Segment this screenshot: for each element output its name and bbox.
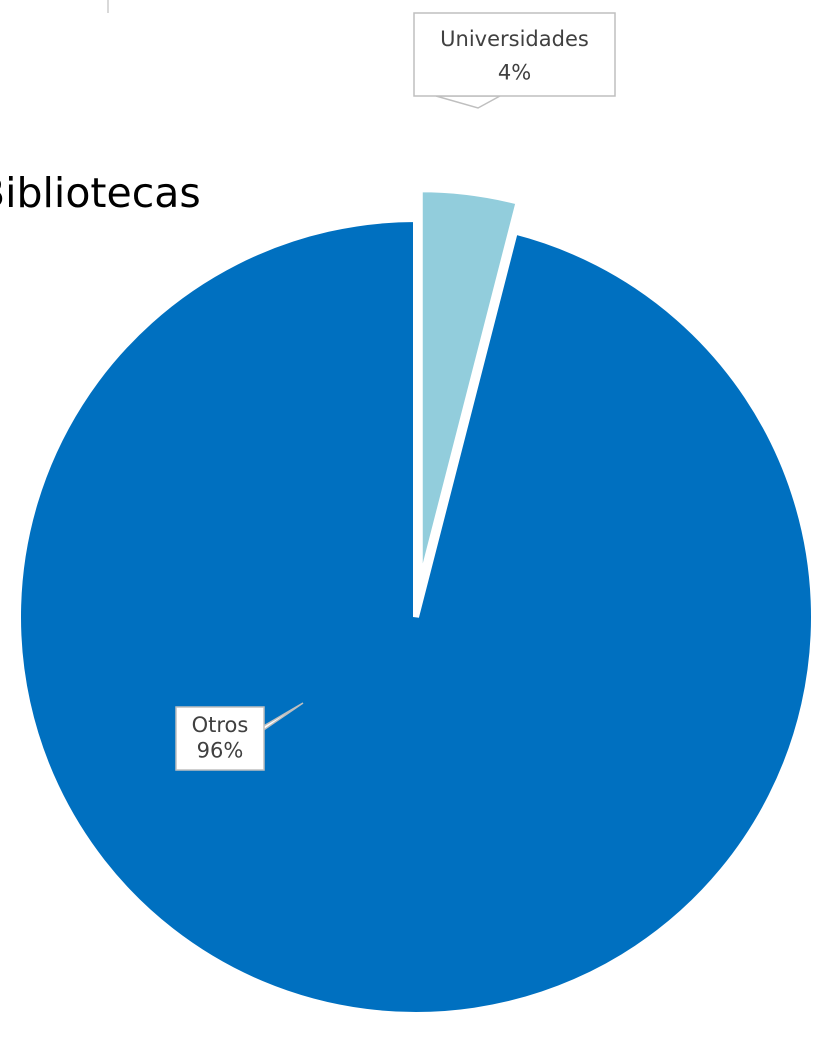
data-label-category: Universidades: [440, 27, 589, 51]
pie-slice-universidades: [416, 186, 523, 588]
pie-slice-otros: [15, 215, 813, 1018]
chart-title: Bibliotecas: [0, 169, 201, 217]
data-label-percentage: 4%: [498, 60, 531, 84]
data-label-percentage: 96%: [197, 738, 244, 762]
callout-box: [413, 12, 616, 97]
data-label-universidades: Universidades 4%: [413, 12, 616, 109]
data-label-category: Otros: [192, 713, 249, 737]
pie-slices: [15, 186, 813, 1018]
callout-box: [175, 706, 265, 771]
callout-pointer: [435, 95, 501, 109]
